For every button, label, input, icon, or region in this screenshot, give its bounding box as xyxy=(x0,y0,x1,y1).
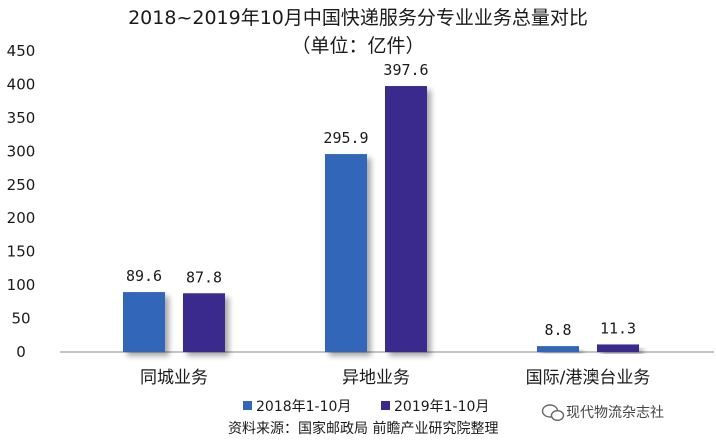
y-tick-label: 200 xyxy=(7,209,36,227)
y-tick-label: 50 xyxy=(11,310,30,328)
bar xyxy=(123,292,165,352)
y-tick-label: 350 xyxy=(7,109,36,127)
chart-title: 2018~2019年10月中国快递服务分专业业务总量对比 xyxy=(128,7,588,29)
legend: 2018年1-10月 2019年1-10月 xyxy=(243,399,489,415)
bar xyxy=(325,154,367,352)
bar-value-label: 397.6 xyxy=(383,61,428,79)
y-tick-label: 450 xyxy=(7,42,36,60)
legend-label-2019: 2019年1-10月 xyxy=(394,399,489,415)
bar-value-label: 295.9 xyxy=(323,129,368,147)
x-category-label: 国际/港澳台业务 xyxy=(526,368,651,388)
y-tick-label: 250 xyxy=(7,176,36,194)
source-note: 资料来源：国家邮政局 前瞻产业研究院整理 xyxy=(228,420,498,437)
bars-group xyxy=(123,86,639,352)
legend-swatch-2018 xyxy=(243,401,252,410)
y-tick-label: 400 xyxy=(7,75,36,93)
bar-value-label: 11.3 xyxy=(600,319,636,337)
y-axis: 0 50 100 150 200 250 300 350 400 450 xyxy=(7,42,36,361)
legend-swatch-2019 xyxy=(381,401,390,410)
bar-value-label: 89.6 xyxy=(126,267,162,285)
value-labels-group: 89.6 87.8 295.9 397.6 8.8 11.3 xyxy=(126,61,636,339)
y-tick-label: 100 xyxy=(7,276,36,294)
bar-value-label: 87.8 xyxy=(186,268,222,286)
wechat-icon xyxy=(541,404,565,422)
bar xyxy=(385,86,427,352)
watermark: 现代物流杂志社 xyxy=(541,404,664,422)
category-labels-group: 同城业务 异地业务 国际/港澳台业务 xyxy=(140,368,650,388)
watermark-text: 现代物流杂志社 xyxy=(566,405,664,421)
legend-label-2018: 2018年1-10月 xyxy=(256,399,351,415)
x-category-label: 同城业务 xyxy=(140,368,208,388)
bar xyxy=(597,344,639,352)
bar-value-label: 8.8 xyxy=(544,321,571,339)
chart-subtitle: （单位：亿件） xyxy=(291,35,424,57)
x-category-label: 异地业务 xyxy=(342,368,410,388)
bar xyxy=(183,293,225,352)
bar xyxy=(537,346,579,352)
y-tick-label: 150 xyxy=(7,243,36,261)
y-tick-label: 0 xyxy=(16,343,26,361)
y-tick-label: 300 xyxy=(7,142,36,160)
